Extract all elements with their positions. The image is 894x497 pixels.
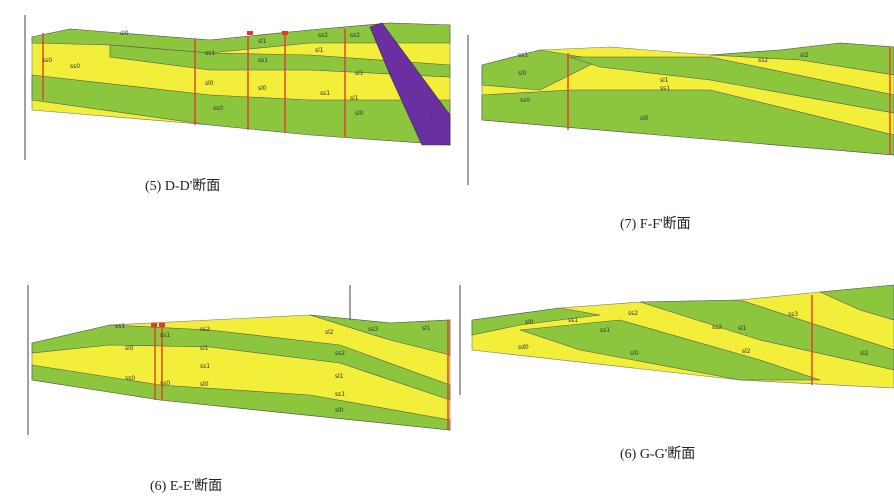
layer-label: sl0: [630, 350, 639, 357]
layer-label: ss3: [788, 311, 798, 318]
layer-label: ss2: [335, 350, 345, 357]
layer-label: sl0: [335, 407, 344, 414]
layer-label: sl2: [860, 350, 869, 357]
layer-label: ss0: [520, 97, 530, 104]
figure: (5) D-D'断面ss0ss0sl0ss1sl0sl1ss1sl0ss0sl1…: [0, 0, 894, 497]
caption: (5) D-D'断面: [145, 178, 220, 194]
layer-label: sl0: [640, 115, 649, 122]
layer-label: sl1: [422, 325, 431, 332]
layer-label: sl0: [518, 70, 527, 77]
layer-label: ss0: [160, 380, 170, 387]
layer-label: sl0: [355, 110, 364, 117]
layer-label: ss2: [200, 326, 210, 333]
layer-label: sl2: [742, 348, 751, 355]
layer-label: sl1: [660, 77, 669, 84]
layer-label: ss0: [125, 375, 135, 382]
layer-label: ss1: [600, 327, 610, 334]
layer-label: ss2: [318, 32, 328, 39]
layer-label: sl0: [120, 30, 129, 37]
layer-label: ss0: [42, 57, 52, 64]
layer-label: ss0: [70, 63, 80, 70]
caption: (7) F-F'断面: [620, 216, 691, 232]
layer-label: ss1: [568, 317, 578, 324]
layer-label: sl1: [200, 345, 209, 352]
layer-label: sl1: [335, 373, 344, 380]
section-e: [28, 285, 450, 435]
layer-label: sl0: [200, 381, 209, 388]
layer-label: ss1: [205, 50, 215, 57]
layer-label: ss1: [518, 52, 528, 59]
section-f: [468, 35, 894, 185]
layer-label: ss2: [628, 310, 638, 317]
layer-label: sl0: [525, 319, 534, 326]
layer-label: ss0: [213, 105, 223, 112]
layer-label: sl1: [355, 70, 364, 77]
layer-label: sl1: [350, 95, 359, 102]
layer-label: ss3: [368, 326, 378, 333]
layer-label: sl1: [315, 47, 324, 54]
layer-label: ss2: [758, 57, 768, 64]
layer-label: sl1: [258, 38, 267, 45]
layer-label: ss1: [200, 363, 210, 370]
layer-label: ss1: [160, 332, 170, 339]
layer-label: ss1: [320, 90, 330, 97]
layer-label: sl0: [125, 345, 134, 352]
layer-label: sl0: [258, 85, 267, 92]
section-g: [460, 285, 894, 395]
layer-label: sl0: [205, 80, 214, 87]
section-d: [25, 15, 450, 160]
layer-label: sl2: [325, 329, 334, 336]
caption: (6) G-G'断面: [620, 446, 695, 462]
layer-label: sl2: [800, 52, 809, 59]
caption: (6) E-E'断面: [150, 478, 222, 494]
layer-label: ss1: [258, 57, 268, 64]
layer-label: ss1: [335, 391, 345, 398]
layer-label: ss1: [115, 323, 125, 330]
layer-label: ss2: [350, 32, 360, 39]
layer-label: sl1: [738, 325, 747, 332]
layer-label: ss1: [660, 85, 670, 92]
layer-label: ss2: [712, 324, 722, 331]
layer-label: sd0: [518, 344, 529, 351]
